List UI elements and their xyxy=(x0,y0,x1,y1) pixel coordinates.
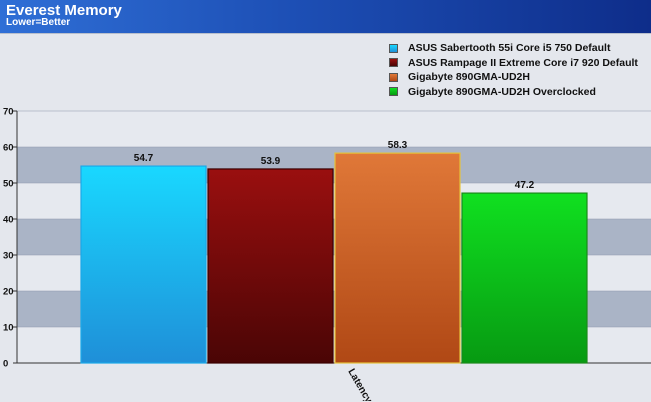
bar xyxy=(334,152,461,364)
legend-item: ASUS Sabertooth 55i Core i5 750 Default xyxy=(389,41,638,56)
legend-label: ASUS Sabertooth 55i Core i5 750 Default xyxy=(408,42,611,55)
y-tick-label: 50 xyxy=(3,179,14,190)
bar-value-label: 47.2 xyxy=(515,180,535,191)
chart-header: Everest Memory Lower=Better xyxy=(0,0,651,33)
legend-item: Gigabyte 890GMA-UD2H xyxy=(389,70,638,85)
bar-value-label: 53.9 xyxy=(261,156,281,167)
y-tick-label: 70 xyxy=(3,107,14,118)
legend-label: Gigabyte 890GMA-UD2H Overclocked xyxy=(408,85,596,98)
y-tick-label: 40 xyxy=(3,215,14,226)
legend-item: Gigabyte 890GMA-UD2H Overclocked xyxy=(389,85,638,100)
y-tick-label: 30 xyxy=(3,251,14,262)
bar xyxy=(207,168,334,364)
grid-band xyxy=(17,111,651,147)
y-tick-label: 10 xyxy=(3,323,14,334)
bar-value-label: 54.7 xyxy=(134,153,154,164)
legend-item: ASUS Rampage II Extreme Core i7 920 Defa… xyxy=(389,56,638,71)
legend-swatch xyxy=(389,87,398,97)
chart-subtitle: Lower=Better xyxy=(6,17,71,28)
legend-swatch xyxy=(389,72,398,82)
y-tick-label: 0 xyxy=(3,359,8,370)
legend-swatch xyxy=(389,43,398,53)
y-tick-label: 60 xyxy=(3,143,14,154)
bar-value-label: 58.3 xyxy=(388,140,408,151)
x-category-label: Latency xyxy=(345,367,374,401)
chart-title: Everest Memory xyxy=(6,2,122,19)
legend-label: ASUS Rampage II Extreme Core i7 920 Defa… xyxy=(408,56,638,69)
legend-swatch xyxy=(389,58,398,68)
bar xyxy=(80,165,207,364)
y-tick-label: 20 xyxy=(3,287,14,298)
legend-label: Gigabyte 890GMA-UD2H xyxy=(408,71,530,84)
bar xyxy=(461,192,588,364)
legend: ASUS Sabertooth 55i Core i5 750 Default … xyxy=(389,41,638,99)
